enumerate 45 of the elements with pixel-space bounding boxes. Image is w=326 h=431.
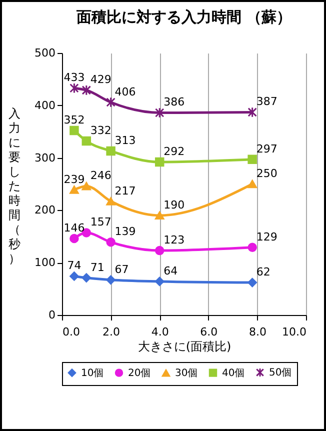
data-label: 313 [114,134,136,147]
y-tick-label: 400 [34,98,56,112]
y-tick-label: 200 [34,204,56,217]
data-label: 139 [114,225,136,238]
data-label: 297 [256,142,278,156]
x-tick-label: 6.0 [200,326,218,338]
data-label: 250 [256,167,278,180]
data-label: 406 [114,85,136,98]
data-label: 292 [164,144,185,158]
legend-label: 20個 [128,368,151,379]
data-label: 352 [64,114,85,127]
x-axis-title: 大きさに(面積比) [138,340,232,354]
x-tick-label: 0.0 [62,326,80,338]
legend-label: 40個 [222,368,245,379]
x-tick-label: 2.0 [102,326,120,338]
data-label: 433 [64,71,85,84]
data-label: 387 [256,95,278,108]
data-label: 239 [64,172,85,186]
x-tick-label: 4.0 [151,326,169,338]
data-label: 74 [67,259,82,272]
data-label: 190 [164,198,185,212]
y-tick-label: 0 [48,308,56,322]
data-label: 246 [90,169,112,182]
data-label: 157 [90,216,112,229]
data-label: 429 [90,73,112,86]
x-tick-label: 10.0 [282,326,306,338]
data-label: 146 [64,221,85,234]
data-label: 217 [114,184,136,198]
data-label: 62 [256,266,270,279]
legend-label: 50個 [269,367,292,378]
data-label: 129 [256,230,278,244]
data-label: 123 [164,234,185,247]
legend-label: 30個 [175,368,198,380]
y-tick-label: 500 [34,46,56,60]
x-tick-label: 8.0 [248,326,266,338]
text: 入力に要した時間（秒） [8,106,20,266]
data-label: 64 [164,264,178,278]
data-label: 332 [90,124,112,138]
data-label: 386 [164,96,185,109]
chart-title: 面積比に対する入力時間 （蘇） [75,8,292,26]
y-tick-label: 100 [34,256,56,270]
data-label: 67 [114,262,129,276]
legend-label: 10個 [81,368,104,379]
y-tick-label: 300 [34,151,56,164]
data-label: 71 [90,260,104,274]
